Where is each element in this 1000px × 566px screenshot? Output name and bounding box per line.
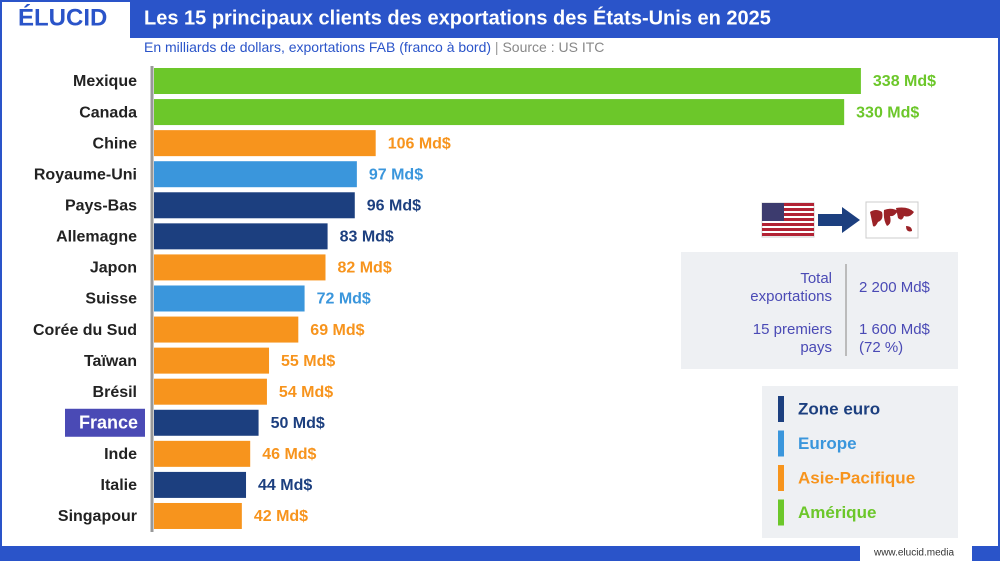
- legend-swatch: [778, 396, 784, 422]
- text-line: (72 %): [859, 339, 903, 356]
- value-label: 83 Md$: [340, 229, 394, 246]
- subtitle-text: En milliards de dollars, exportations FA…: [144, 39, 491, 55]
- legend-label: Amérique: [798, 503, 876, 522]
- bar: [154, 285, 305, 312]
- value-label: 54 Md$: [279, 384, 333, 401]
- bar: [154, 68, 861, 94]
- value-label: 42 Md$: [254, 508, 308, 525]
- summary-value: 2 200 Md$: [859, 279, 931, 296]
- value-label: 69 Md$: [310, 322, 364, 339]
- bar: [154, 192, 355, 219]
- title-bar: [130, 0, 1000, 38]
- bar: [154, 440, 251, 467]
- category-label: France: [79, 413, 138, 433]
- bar: [154, 502, 242, 529]
- bar: [154, 130, 376, 157]
- legend-swatch: [778, 499, 784, 526]
- flag-icon: [761, 201, 919, 239]
- category-label: Mexique: [73, 73, 137, 90]
- category-label: Corée du Sud: [33, 322, 137, 339]
- value-label: 338 Md$: [873, 73, 936, 90]
- summary-value: 1 600 Md$ (72 %): [859, 321, 931, 356]
- chart-title: Les 15 principaux clients des exportatio…: [144, 6, 771, 29]
- value-label: 55 Md$: [281, 353, 335, 370]
- category-label: Brésil: [93, 384, 137, 401]
- category-label: Allemagne: [56, 229, 137, 246]
- value-label: 106 Md$: [388, 135, 451, 152]
- source: Source : US ITC: [502, 39, 604, 55]
- category-label: Royaume-Uni: [34, 166, 137, 183]
- summary-box: [681, 252, 958, 369]
- value-label: 96 Md$: [367, 197, 421, 214]
- bar: [154, 409, 259, 436]
- footer-box: [860, 546, 972, 561]
- brand: ÉLUCID: [18, 3, 107, 31]
- text-line: 1 600 Md$: [859, 321, 931, 338]
- footer-bar: [0, 546, 1000, 561]
- category-label: Singapour: [58, 508, 137, 525]
- highlight-box: [65, 408, 145, 437]
- text-line: exportations: [750, 288, 832, 305]
- value-label: 330 Md$: [856, 104, 919, 121]
- bar: [154, 99, 845, 126]
- bar: [154, 471, 247, 498]
- text-line: 2 200 Md$: [859, 279, 931, 296]
- text-line: 15 premiers: [753, 321, 832, 338]
- category-label: Chine: [93, 135, 138, 152]
- bar: [154, 316, 299, 343]
- value-label: 82 Md$: [337, 260, 391, 277]
- category-label: Inde: [104, 446, 137, 463]
- legend-label: Zone euro: [798, 399, 880, 418]
- legend-label: Europe: [798, 434, 857, 453]
- category-label: Suisse: [85, 291, 137, 308]
- legend-swatch: [778, 465, 784, 491]
- text-line: Total: [800, 270, 832, 287]
- value-label: 97 Md$: [369, 166, 423, 183]
- bar: [154, 347, 270, 374]
- bar: [154, 223, 328, 250]
- value-label: 44 Md$: [258, 477, 312, 494]
- footer-url: www.elucid.media: [873, 548, 954, 559]
- bar: [154, 378, 267, 405]
- category-label: Taïwan: [84, 353, 137, 370]
- legend-box: [762, 386, 958, 538]
- category-label: Italie: [101, 477, 138, 494]
- separator: |: [491, 39, 502, 55]
- category-label: Pays-Bas: [65, 197, 137, 214]
- category-label: Canada: [79, 104, 137, 121]
- legend-label: Asie-Pacifique: [798, 468, 915, 487]
- bar: [154, 161, 357, 188]
- text-line: pays: [800, 339, 832, 356]
- value-label: 46 Md$: [262, 446, 316, 463]
- summary-label: Total exportations: [750, 270, 832, 305]
- legend-swatch: [778, 430, 784, 457]
- subtitle: En milliards de dollars, exportations FA…: [144, 39, 604, 55]
- value-label: 72 Md$: [317, 291, 371, 308]
- category-label: Japon: [90, 260, 137, 277]
- value-label: 50 Md$: [271, 415, 325, 432]
- bar: [154, 254, 326, 281]
- summary-label: 15 premiers pays: [753, 321, 832, 356]
